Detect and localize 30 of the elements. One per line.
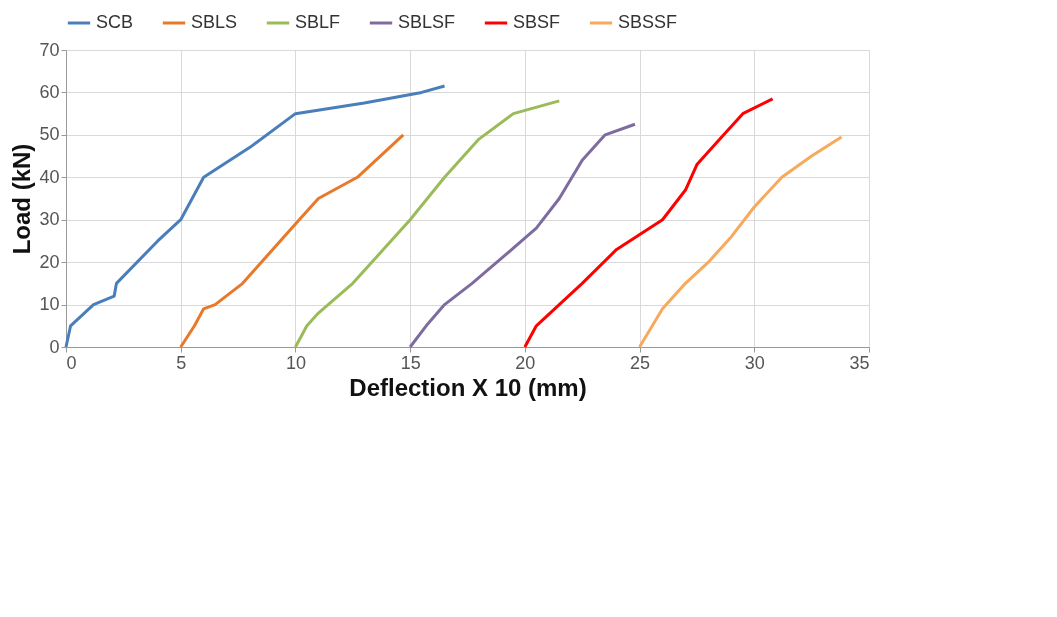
legend-label: SBLS [191, 12, 238, 32]
legend-label: SBLF [295, 12, 341, 32]
y-axis-title: Load (kN) [8, 143, 36, 255]
x-tick-label: 10 [285, 352, 306, 373]
line-series [638, 135, 843, 349]
line-series [408, 122, 637, 349]
y-tick-label: 50 [39, 124, 60, 145]
y-tick-label: 10 [39, 294, 60, 315]
x-axis-title: Deflection X 10 (mm) [349, 373, 587, 401]
line-series [64, 84, 447, 349]
x-tick-label: 5 [176, 352, 187, 373]
line-series [293, 99, 561, 349]
legend-label: SBSSF [618, 12, 678, 32]
legend-label: SCB [96, 12, 134, 32]
legend-label: SBLSF [398, 12, 456, 32]
x-tick-label: 35 [849, 352, 870, 373]
y-tick-label: 0 [49, 336, 60, 357]
y-tick-label: 70 [39, 39, 60, 60]
y-tick-label: 40 [39, 166, 60, 187]
x-tick-label: 20 [515, 352, 536, 373]
x-tick-label: 30 [744, 352, 765, 373]
legend-label: SBSF [513, 12, 561, 32]
y-tick-label: 30 [39, 209, 60, 230]
y-tick-label: 60 [39, 81, 60, 102]
line-series [523, 97, 775, 349]
x-tick-label: 0 [66, 352, 77, 373]
x-tick-label: 15 [400, 352, 421, 373]
y-tick-label: 20 [39, 251, 60, 272]
line-series [179, 133, 405, 349]
x-tick-label: 25 [630, 352, 651, 373]
